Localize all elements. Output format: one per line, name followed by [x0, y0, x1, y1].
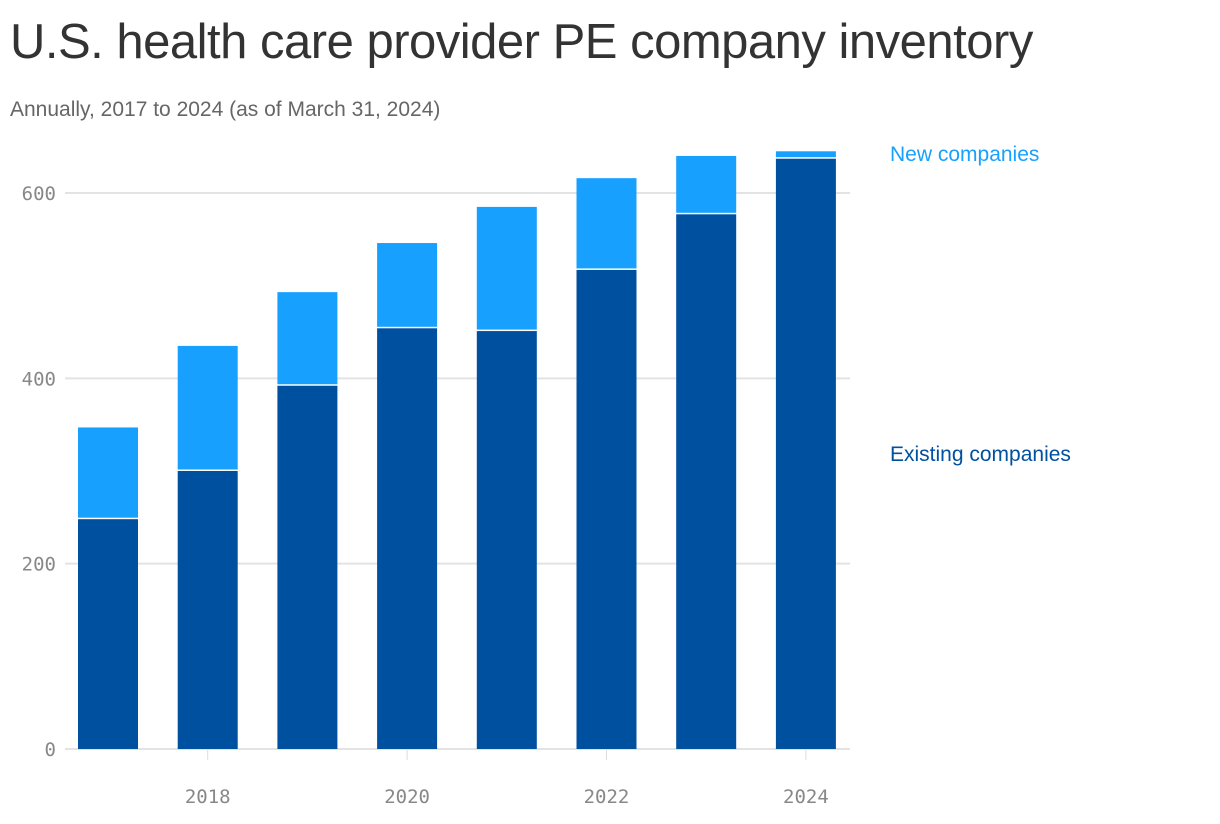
bar-new-companies — [576, 178, 637, 269]
chart-subtitle: Annually, 2017 to 2024 (as of March 31, … — [10, 98, 441, 121]
bar-existing-companies — [78, 519, 138, 749]
legend-label: New companies — [890, 143, 1039, 166]
bar-existing-companies — [277, 385, 338, 749]
bar-existing-companies — [576, 269, 637, 749]
x-tick-label: 2018 — [185, 786, 231, 808]
legend-label: Existing companies — [890, 443, 1071, 466]
bar-new-companies — [676, 155, 737, 213]
bar-new-companies — [277, 292, 338, 385]
y-tick-label: 0 — [45, 739, 56, 761]
bar-new-companies — [476, 206, 537, 330]
x-tick-label: 2022 — [584, 786, 630, 808]
bar-existing-companies — [177, 471, 238, 749]
bar-new-companies — [377, 243, 438, 327]
y-tick-label: 600 — [22, 183, 56, 205]
bar-existing-companies — [676, 214, 737, 749]
x-tick-label: 2020 — [384, 786, 430, 808]
y-tick-label: 400 — [22, 368, 56, 390]
y-tick-label: 200 — [22, 554, 56, 576]
bar-existing-companies — [775, 158, 836, 750]
bar-existing-companies — [377, 328, 438, 749]
chart-title: U.S. health care provider PE company inv… — [10, 15, 1033, 69]
x-tick-label: 2024 — [783, 786, 829, 808]
bar-new-companies — [177, 345, 238, 470]
bar-new-companies — [78, 427, 138, 518]
bar-existing-companies — [476, 331, 537, 749]
bar-new-companies — [775, 151, 836, 158]
